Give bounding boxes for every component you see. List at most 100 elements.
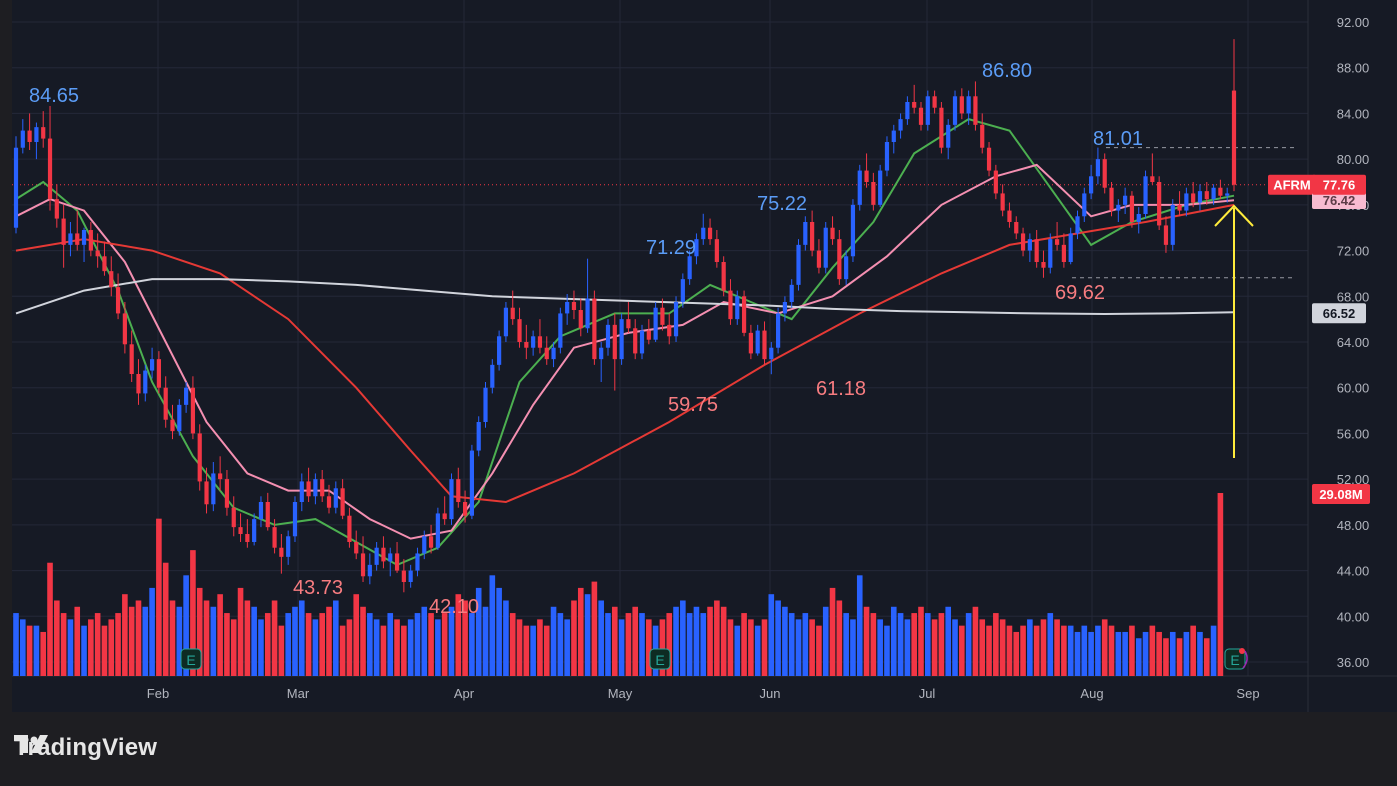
price-annotation-high: 71.29 xyxy=(646,237,696,259)
candle-body xyxy=(1143,176,1148,214)
chart-frame[interactable]: 84.65 43.73 42.10 71.29 59.75 75.22 61.18 86.80… xyxy=(12,0,1397,712)
candle-body xyxy=(1211,187,1216,200)
volume-bar xyxy=(264,613,271,676)
price-annotation-high: 75.22 xyxy=(757,193,807,215)
volume-bar xyxy=(870,613,877,676)
candle-body xyxy=(517,319,522,342)
volume-bar xyxy=(850,619,856,676)
volume-bar xyxy=(748,619,754,676)
candle-body xyxy=(462,502,468,516)
volume-tag-text: 29.08M xyxy=(1319,487,1362,502)
candle-body xyxy=(20,130,25,148)
symbol-tag xyxy=(1268,174,1316,195)
volume-bar xyxy=(203,600,210,676)
volume-bar xyxy=(890,606,897,676)
candle-body xyxy=(776,313,781,348)
volume-bar xyxy=(20,619,26,676)
volume-bar xyxy=(1115,631,1122,676)
volume-bar xyxy=(598,600,604,676)
volume-bar xyxy=(965,613,972,676)
candle-body xyxy=(633,328,638,354)
x-axis: Feb Mar Apr May Jun Jul Aug Sep xyxy=(147,686,1260,701)
volume-bar xyxy=(816,625,822,676)
volume-bar xyxy=(448,606,455,676)
candle-body xyxy=(1068,233,1073,262)
x-tick-label: Aug xyxy=(1080,686,1103,701)
candle-body xyxy=(388,553,393,562)
y-tick-label: 88.00 xyxy=(1337,61,1370,76)
candle-body xyxy=(34,127,39,142)
brand: TradingView xyxy=(14,733,157,763)
candle-body xyxy=(871,182,876,205)
earnings-letter: E xyxy=(186,652,195,668)
price-annotation-high: 86.80 xyxy=(982,60,1032,82)
candle-body xyxy=(578,310,583,329)
volume-bar xyxy=(67,619,74,676)
volume-bar xyxy=(754,625,761,676)
candle-body xyxy=(1048,239,1053,268)
volume-bar xyxy=(469,613,475,676)
volume-bar xyxy=(94,613,101,676)
volume-bar xyxy=(1169,631,1176,676)
volume-bar xyxy=(999,619,1006,676)
candle-body xyxy=(1184,193,1189,211)
candle-body xyxy=(401,570,406,582)
volume-bar xyxy=(734,625,741,676)
volume-bar xyxy=(13,613,19,676)
candle-body xyxy=(769,347,774,360)
volume-bar xyxy=(47,562,53,676)
volume-bar xyxy=(856,575,863,676)
candle-body xyxy=(449,479,454,520)
candle-body xyxy=(925,96,930,125)
candle-body xyxy=(687,256,692,280)
price-annotation-low: 59.75 xyxy=(668,394,718,416)
candle-body xyxy=(796,244,801,285)
volume-bar xyxy=(503,600,509,676)
volume-bar xyxy=(380,625,387,676)
candle-body xyxy=(68,233,73,245)
volume-bar xyxy=(666,613,673,676)
candle-body xyxy=(891,130,896,142)
volume-bar xyxy=(768,594,775,676)
volume-bar xyxy=(516,619,523,676)
volume-bar xyxy=(1149,625,1156,676)
candle-body xyxy=(483,387,488,422)
candle-body xyxy=(714,239,719,262)
volume-bar xyxy=(258,619,264,676)
volume-bar xyxy=(74,606,81,676)
y-axis: 92.0088.0084.0080.0076.0072.0068.0064.00… xyxy=(1337,15,1370,670)
volume-bar xyxy=(1081,625,1088,676)
volume-bar xyxy=(230,619,237,676)
candle-body xyxy=(360,553,366,577)
volume-bars xyxy=(13,493,1224,676)
candle-body xyxy=(1204,191,1209,200)
volume-bar xyxy=(428,613,434,676)
candle-body xyxy=(912,102,917,108)
earnings-arc xyxy=(1242,650,1248,669)
candle-body xyxy=(673,302,679,337)
candle-body xyxy=(88,230,93,251)
candle-body xyxy=(54,199,59,219)
volume-bar xyxy=(761,619,768,676)
volume-bar xyxy=(1088,631,1094,676)
volume-bar xyxy=(809,619,815,676)
candle-body xyxy=(252,519,257,542)
candle-body xyxy=(13,147,19,228)
volume-bar xyxy=(1217,493,1224,676)
candle-body xyxy=(422,536,427,554)
y-tick-label: 36.00 xyxy=(1337,655,1370,670)
candle-body xyxy=(347,515,352,542)
price-chart[interactable]: 84.65 43.73 42.10 71.29 59.75 75.22 61.18 86.80… xyxy=(12,0,1397,712)
volume-bar xyxy=(843,613,849,676)
candle-body xyxy=(177,404,182,432)
volume-bar xyxy=(462,600,468,676)
volume-bar xyxy=(162,562,169,676)
symbol-tag-text: AFRM xyxy=(1273,178,1311,193)
current-price-tag-text: 77.76 xyxy=(1323,178,1356,193)
candle-body xyxy=(265,502,270,528)
y-tick-label: 40.00 xyxy=(1337,609,1370,624)
y-tick-label: 84.00 xyxy=(1337,106,1370,121)
candle-body xyxy=(857,170,862,205)
volume-bar xyxy=(795,619,802,676)
